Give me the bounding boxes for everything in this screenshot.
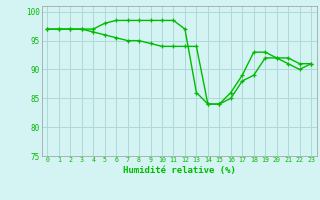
X-axis label: Humidité relative (%): Humidité relative (%)	[123, 166, 236, 175]
